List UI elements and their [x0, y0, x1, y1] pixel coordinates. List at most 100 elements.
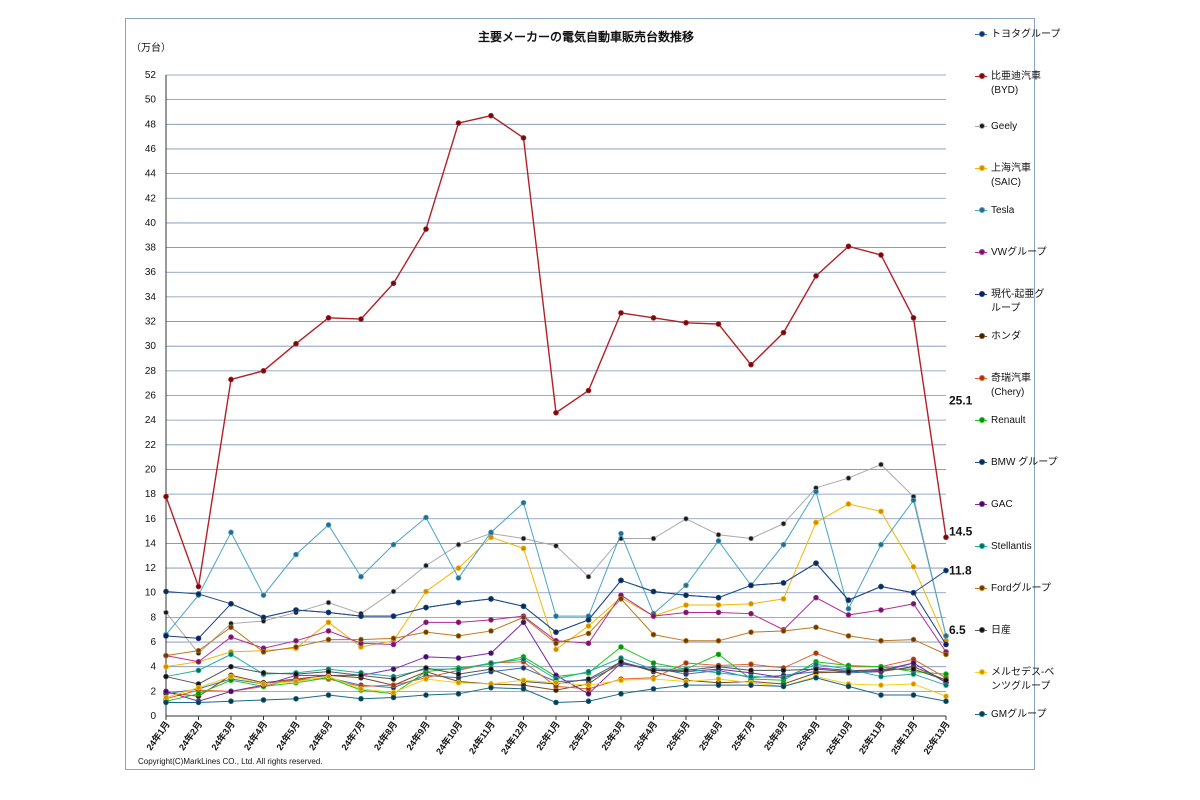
x-tick-label: 25年1月 — [534, 719, 562, 752]
data-point — [455, 691, 462, 697]
y-tick-label: 38 — [145, 243, 157, 254]
data-point — [260, 592, 267, 598]
x-tick-label: 25年6月 — [696, 719, 724, 752]
legend-marker — [979, 669, 985, 675]
data-point — [163, 663, 169, 670]
data-point — [455, 541, 462, 548]
legend-marker — [979, 585, 985, 591]
data-point — [943, 682, 949, 688]
data-point — [520, 499, 527, 506]
data-point — [683, 667, 689, 674]
data-point — [943, 567, 949, 574]
legend-item: 現代-起亜グ ループ — [975, 288, 1044, 316]
data-point — [748, 610, 754, 617]
legend-item: GAC — [975, 498, 1013, 512]
gridlines — [165, 74, 946, 717]
data-point — [520, 614, 527, 621]
y-tick-label: 32 — [145, 317, 157, 328]
data-point — [910, 315, 917, 321]
series-line — [165, 463, 947, 654]
x-tick-label: 24年10月 — [433, 719, 464, 756]
data-point — [683, 319, 689, 326]
line-chart: 主要メーカーの電気自動車販売台数推移 （万台） 0246810121416182… — [131, 29, 973, 756]
data-point — [585, 676, 592, 682]
data-point — [455, 671, 462, 677]
data-point — [683, 660, 689, 666]
data-point — [325, 636, 332, 643]
data-point — [455, 633, 462, 639]
legend-marker — [979, 73, 985, 79]
data-point — [260, 368, 267, 374]
legend-label: 比亜迪汽車 (BYD) — [991, 71, 1041, 96]
data-point — [390, 666, 397, 672]
data-point — [618, 691, 624, 697]
data-point — [293, 695, 299, 702]
x-tick-label: 25年2月 — [566, 719, 594, 752]
legend-item: 比亜迪汽車 (BYD) — [975, 70, 1041, 98]
data-point — [520, 545, 527, 552]
data-point — [488, 617, 494, 623]
data-point — [715, 682, 722, 688]
legend-label: 奇瑞汽車 (Chery) — [991, 373, 1031, 398]
legend-item: Geely — [975, 120, 1017, 134]
data-point — [618, 310, 624, 316]
x-tick-label: 25年4月 — [631, 719, 659, 752]
data-point — [423, 562, 429, 569]
data-point — [553, 699, 559, 706]
data-point — [650, 315, 657, 321]
data-point — [423, 676, 429, 682]
legend-label: 日産 — [991, 625, 1011, 636]
y-tick-label: 12 — [145, 563, 157, 574]
data-point — [228, 376, 234, 383]
data-point — [163, 694, 169, 701]
data-point — [520, 656, 527, 663]
data-point — [780, 674, 787, 681]
data-point — [585, 640, 592, 647]
chart-title: 主要メーカーの電気自動車販売台数推移 — [478, 29, 694, 44]
data-point — [780, 520, 787, 527]
data-point — [878, 666, 884, 672]
y-tick-label: 0 — [150, 711, 156, 722]
data-point — [488, 534, 494, 541]
data-point — [390, 588, 397, 595]
series-13 — [163, 596, 949, 659]
data-point — [878, 252, 884, 258]
data-point — [910, 692, 917, 698]
x-tick-label: 24年7月 — [339, 719, 367, 752]
y-tick-label: 52 — [145, 70, 157, 81]
data-point — [488, 666, 494, 672]
data-point — [423, 665, 429, 671]
data-point — [813, 661, 819, 668]
data-point — [780, 628, 787, 634]
legend-item: Renault — [975, 414, 1025, 428]
data-point — [228, 673, 234, 680]
data-point — [683, 582, 689, 589]
data-point — [163, 493, 169, 500]
x-tick-label: 24年8月 — [371, 719, 399, 752]
x-tick-label: 25年11月 — [856, 719, 887, 756]
x-tick-labels: 24年1月 24年2月 24年3月 24年4月 24年5月 24年6月 24年7月 24年8月… — [144, 716, 952, 756]
value-annotation: 11.8 — [949, 564, 972, 578]
data-point — [390, 280, 397, 287]
data-point — [910, 601, 917, 607]
legend-item: 奇瑞汽車 (Chery) — [975, 372, 1031, 400]
data-point — [325, 673, 332, 680]
data-point — [618, 596, 624, 602]
data-point — [943, 641, 949, 648]
data-point — [293, 678, 299, 685]
data-point — [683, 602, 689, 608]
data-point — [683, 682, 689, 688]
data-point — [488, 660, 494, 666]
y-tick-label: 46 — [145, 144, 157, 155]
data-point — [748, 661, 754, 668]
y-tick-label: 20 — [145, 464, 157, 475]
legend-label: Renault — [991, 415, 1026, 426]
data-point — [325, 599, 332, 606]
legend-label: VWグループ — [991, 247, 1047, 258]
data-point — [358, 672, 364, 679]
data-point — [228, 601, 234, 607]
data-point — [748, 667, 754, 674]
legend-label: 現代-起亜グ ループ — [991, 289, 1045, 314]
data-point — [845, 243, 852, 250]
data-point — [780, 667, 787, 674]
